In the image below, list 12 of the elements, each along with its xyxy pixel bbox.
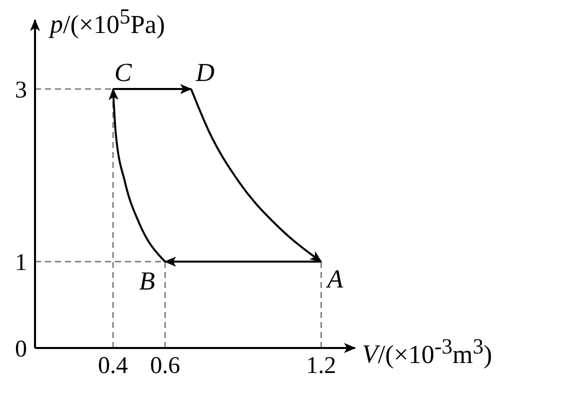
x-tick-label: 0.6 xyxy=(150,353,180,380)
y-tick-label: 0 xyxy=(15,336,27,363)
y-tick-label: 1 xyxy=(15,250,27,276)
y-tick-label: 3 xyxy=(15,78,27,104)
x-axis-title: V/(×10$^{-3}$m$^{3}$) xyxy=(362,334,492,369)
annotation: A xyxy=(325,264,344,294)
annotation: D xyxy=(194,58,215,88)
x-tick-label: 1.2 xyxy=(306,353,336,380)
y-axis-title: p/(×10$^{5}$Pa) xyxy=(50,4,166,39)
annotation: C xyxy=(114,58,132,88)
annotation: B xyxy=(139,266,156,296)
x-tick-label: 0.4 xyxy=(98,353,128,380)
